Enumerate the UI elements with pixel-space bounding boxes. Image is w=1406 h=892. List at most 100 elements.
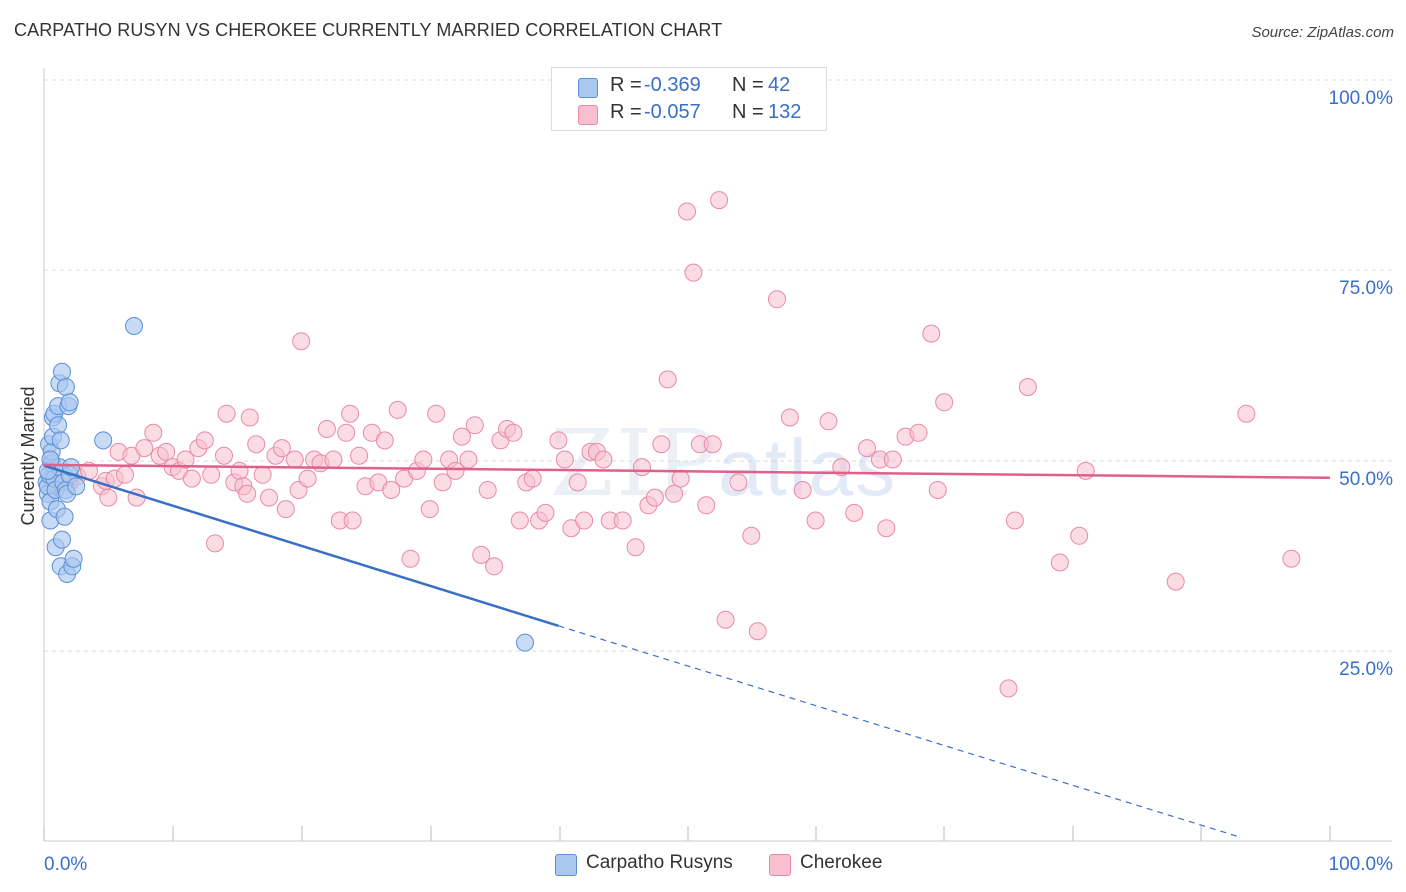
cherokee-point bbox=[703, 435, 722, 454]
legend-row-cherokee: R = -0.057 N = 132 bbox=[552, 101, 826, 127]
carpatho-rusyn-point bbox=[62, 458, 80, 477]
legend-r-value: -0.057 bbox=[644, 101, 701, 123]
series-swatch-cherokee bbox=[769, 854, 791, 876]
carpatho-rusyn-point bbox=[64, 549, 83, 568]
legend-n-value: 42 bbox=[768, 74, 791, 96]
legend-swatch-carpatho-rusyns bbox=[578, 78, 598, 98]
cherokee-point bbox=[215, 446, 233, 465]
carpatho-rusyn-point bbox=[60, 393, 79, 412]
cherokee-point bbox=[793, 481, 812, 499]
cherokee-point bbox=[157, 442, 176, 461]
cherokee-point bbox=[671, 469, 690, 488]
cherokee-point bbox=[684, 263, 703, 282]
cherokee-point bbox=[420, 500, 439, 519]
cherokee-point bbox=[240, 408, 259, 427]
cherokee-trend-line bbox=[43, 463, 1331, 480]
cherokee-point bbox=[285, 450, 304, 469]
cherokee-point bbox=[935, 393, 954, 412]
cherokee-point bbox=[238, 484, 257, 503]
cherokee-point bbox=[555, 450, 574, 469]
cherokee-point bbox=[510, 511, 529, 530]
carpatho-rusyn-point bbox=[516, 633, 534, 652]
carpatho-rusyn-point bbox=[53, 530, 71, 549]
cherokee-point bbox=[276, 500, 295, 519]
legend-n-label: N = bbox=[732, 74, 764, 96]
cherokee-point bbox=[446, 461, 465, 480]
cherokee-point bbox=[1050, 553, 1069, 572]
cherokee-point bbox=[575, 511, 594, 530]
cherokee-point bbox=[710, 191, 729, 210]
cherokee-point bbox=[260, 488, 278, 507]
cherokee-point bbox=[832, 458, 851, 477]
legend-row-carpatho-rusyns: R = -0.369 N = 42 bbox=[552, 74, 826, 100]
carpatho-rusyn-point bbox=[55, 507, 74, 526]
cherokee-point bbox=[485, 557, 504, 576]
carpatho-rusyn-point bbox=[49, 416, 68, 435]
carpatho-rusyn-points bbox=[37, 317, 534, 652]
cherokee-point bbox=[504, 423, 523, 442]
cherokee-point bbox=[324, 450, 343, 469]
cherokee-point bbox=[350, 446, 369, 465]
cherokee-point bbox=[626, 538, 645, 557]
cherokee-point bbox=[217, 404, 236, 423]
cherokee-point bbox=[414, 450, 433, 469]
legend-n-label: N = bbox=[732, 101, 764, 123]
cherokee-point bbox=[922, 324, 941, 343]
cherokee-point bbox=[317, 420, 336, 438]
chart-title: CARPATHO RUSYN VS CHEROKEE CURRENTLY MAR… bbox=[14, 20, 723, 40]
x-tick-label: 100.0% bbox=[1329, 854, 1394, 875]
cherokee-point bbox=[1237, 404, 1256, 423]
cherokee-point bbox=[658, 370, 677, 389]
legend-swatch-cherokee bbox=[578, 105, 598, 125]
cherokee-point bbox=[845, 503, 864, 522]
cherokee-point bbox=[144, 423, 163, 442]
cherokee-point bbox=[858, 439, 876, 458]
cherokee-point bbox=[568, 473, 587, 492]
cherokee-point bbox=[292, 332, 311, 351]
cherokee-point bbox=[1070, 526, 1089, 545]
cherokee-point bbox=[613, 511, 632, 530]
cherokee-point bbox=[99, 488, 118, 507]
cherokee-point bbox=[768, 290, 786, 309]
cherokee-point bbox=[176, 450, 195, 469]
carpatho-rusyn-point bbox=[56, 378, 75, 396]
cherokee-point bbox=[1076, 461, 1095, 480]
carpatho-rusyn-point bbox=[125, 317, 143, 335]
cherokee-point bbox=[478, 481, 497, 499]
cherokee-point bbox=[523, 469, 542, 488]
cherokee-point bbox=[883, 450, 902, 469]
cherokee-point bbox=[230, 461, 249, 480]
cherokee-point bbox=[780, 408, 799, 427]
cherokee-point bbox=[272, 439, 291, 458]
carpatho-rusyn-point bbox=[94, 431, 113, 450]
watermark-zip: ZIP bbox=[550, 410, 719, 517]
cherokee-point bbox=[1018, 378, 1037, 396]
cherokee-point bbox=[716, 610, 735, 629]
y-axis-title: Currently Married bbox=[18, 386, 38, 525]
series-label-carpatho-rusyns: Carpatho Rusyns bbox=[586, 852, 733, 873]
cherokee-point bbox=[697, 496, 716, 515]
cherokee-point bbox=[633, 458, 651, 477]
cherokee-point bbox=[375, 431, 394, 450]
cherokee-point bbox=[999, 679, 1018, 698]
cherokee-point bbox=[652, 435, 671, 454]
cherokee-point bbox=[742, 526, 761, 545]
cherokee-point bbox=[116, 465, 134, 484]
legend-n-value: 132 bbox=[768, 101, 802, 123]
cherokee-point bbox=[452, 427, 471, 446]
cherokee-point bbox=[388, 400, 407, 419]
cherokee-point bbox=[748, 622, 767, 641]
legend-r-value: -0.369 bbox=[644, 74, 701, 96]
cherokee-point bbox=[729, 473, 748, 492]
cherokee-point bbox=[678, 202, 696, 221]
carpatho-rusyn-trend-line bbox=[43, 464, 559, 628]
y-tick-label: 75.0% bbox=[1339, 278, 1393, 299]
cherokee-point bbox=[459, 450, 478, 469]
axis-labels: 25.0% 50.0% 75.0% 100.0% 0.0% 100.0% Currently… bbox=[18, 88, 1393, 875]
cherokee-point bbox=[549, 431, 568, 450]
cherokee-point bbox=[645, 488, 664, 507]
cherokee-point bbox=[343, 511, 362, 530]
cherokee-point bbox=[536, 503, 555, 522]
cherokee-point bbox=[382, 481, 401, 499]
